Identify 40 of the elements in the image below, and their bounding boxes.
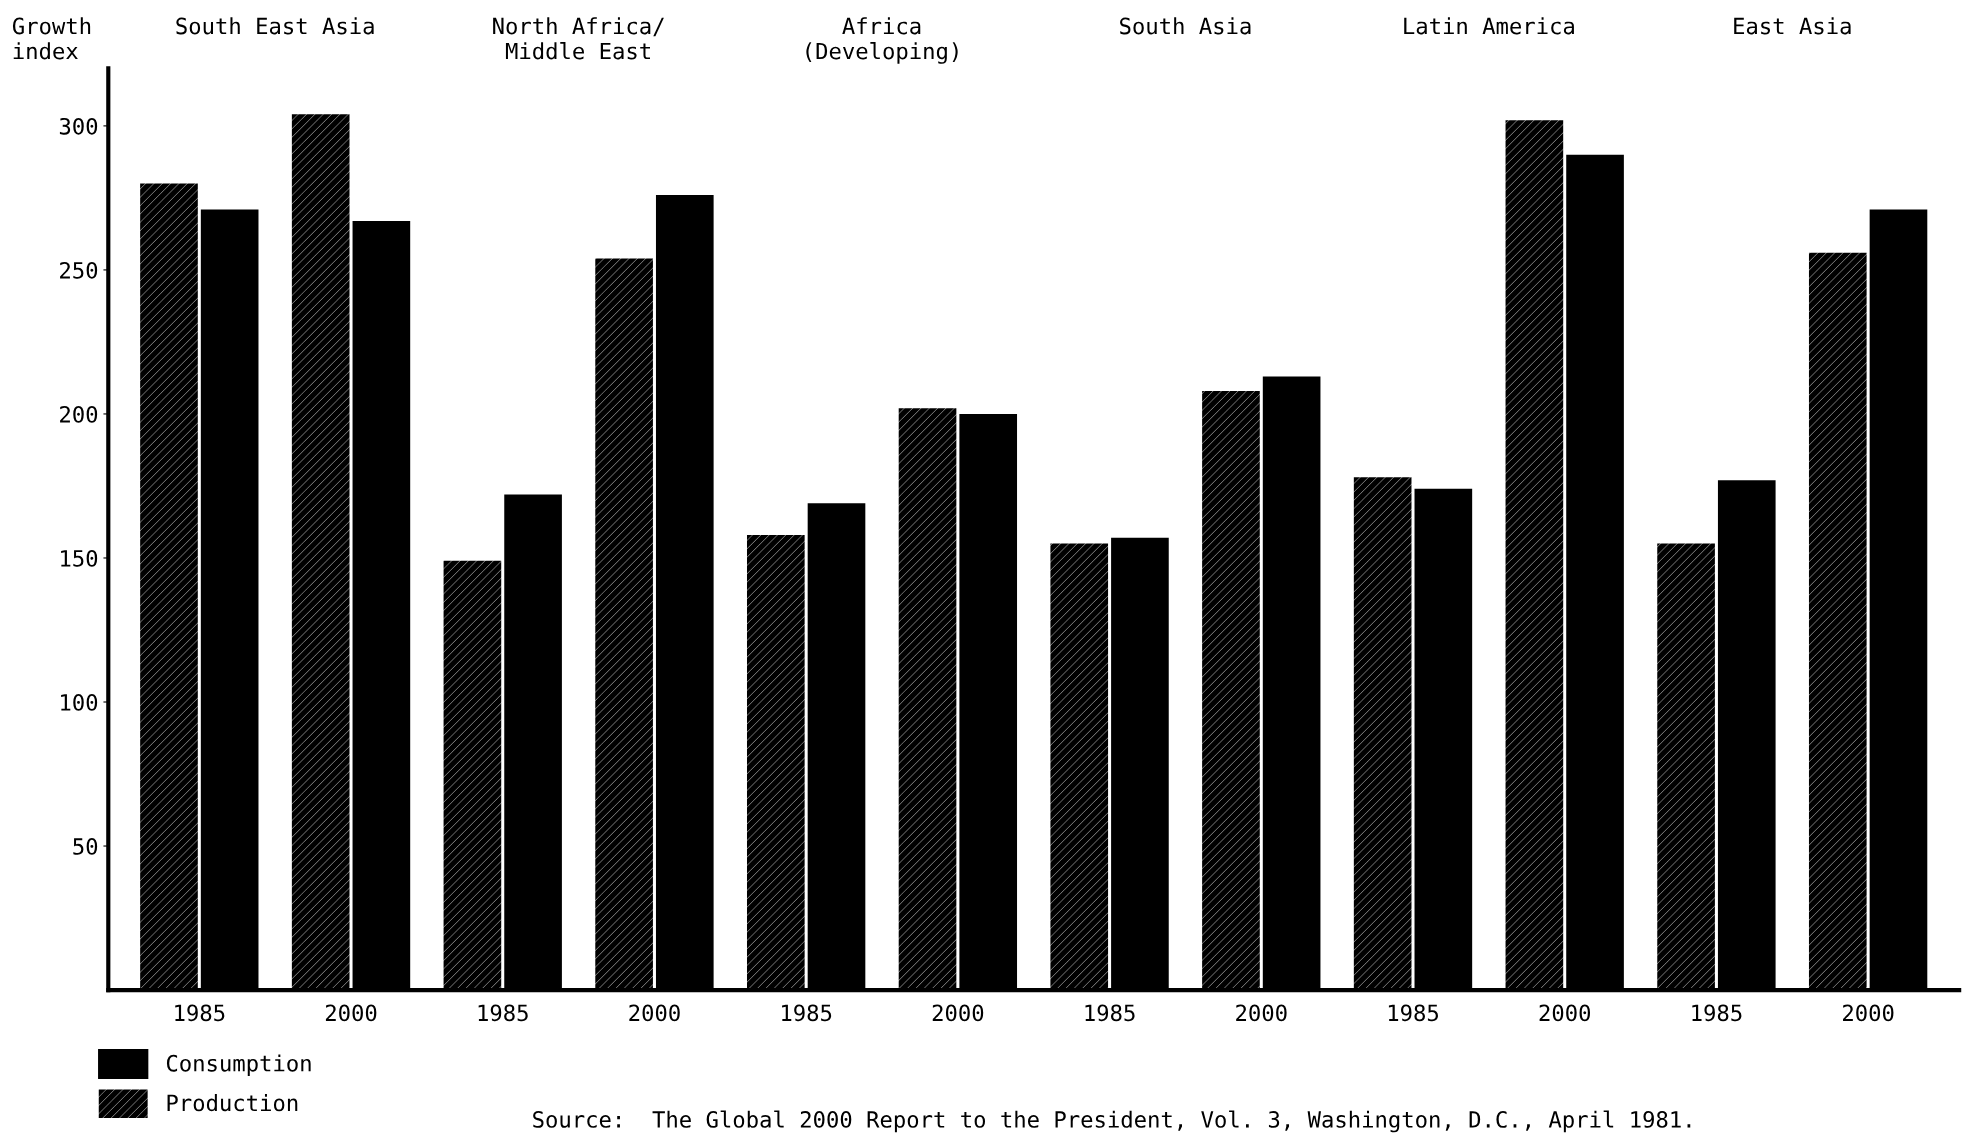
y-tick-label: 250 (60, 261, 98, 279)
y-axis-title: Growth index (12, 17, 91, 60)
x-tick-label: 2000 (1843, 1004, 1894, 1022)
bar (1050, 543, 1109, 991)
x-tick-label: 1985 (782, 1004, 832, 1022)
source-note: Source: The Global 2000 Report to the President, Vol. 3, Washington, D.C., April 1981. (533, 1110, 1691, 1133)
x-tick-label: 2000 (1236, 1004, 1287, 1022)
text: East Asia (1734, 17, 1851, 35)
bar (1202, 390, 1260, 991)
y-tick-label: 300 (59, 117, 98, 135)
y-tick-label: 150 (61, 549, 98, 567)
x-tick-label: 2000 (1539, 1004, 1591, 1022)
legend-label: Consumption (166, 1054, 311, 1076)
y-tick-label: 50 (73, 838, 98, 855)
bar (1353, 477, 1412, 991)
text: South East Asia (176, 17, 374, 35)
x-tick-label: 1985 (1692, 1004, 1742, 1022)
legend-label: Production (167, 1094, 298, 1112)
bar (1657, 543, 1715, 991)
text: Africa (Developing) (806, 17, 958, 64)
text: North Africa/ Middle East (493, 17, 664, 60)
x-tick-label: 2000 (325, 1004, 377, 1022)
y-tick-label: 100 (61, 694, 98, 711)
bar (898, 408, 957, 991)
text: Latin America (1404, 17, 1574, 35)
bar (595, 258, 653, 991)
bar (443, 560, 502, 991)
bar (1505, 120, 1564, 991)
x-tick-label: 2000 (629, 1004, 680, 1022)
x-tick-label: 2000 (932, 1004, 984, 1022)
bar (291, 114, 350, 991)
x-tick-label: 1985 (1085, 1004, 1135, 1022)
bar (140, 183, 198, 991)
x-tick-label: 1985 (175, 1004, 225, 1022)
bar (1808, 252, 1867, 991)
x-tick-label: 1985 (478, 1004, 528, 1022)
bar (746, 534, 805, 991)
text: South Asia (1120, 17, 1251, 35)
x-tick-label: 1985 (1388, 1004, 1438, 1022)
y-tick-label: 200 (60, 405, 98, 423)
